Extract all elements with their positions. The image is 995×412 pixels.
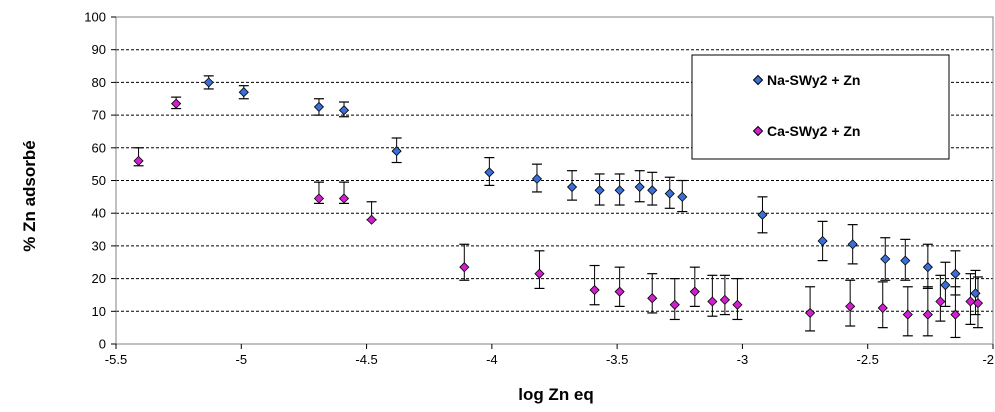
x-tick-label: -5 (236, 352, 248, 367)
legend-marker-ca (752, 125, 764, 137)
y-tick-label: 0 (99, 337, 106, 352)
data-point-ca (877, 302, 888, 314)
data-point-na (950, 268, 961, 279)
y-axis-title: % Zn adsorbé (20, 140, 39, 251)
data-point-ca (366, 214, 377, 225)
legend-label-na: Na-SWy2 + Zn (767, 72, 861, 88)
legend-label-ca: Ca-SWy2 + Zn (767, 123, 861, 139)
data-point-na (664, 188, 675, 199)
y-tick-label: 80 (92, 75, 106, 90)
data-point-ca (313, 193, 325, 204)
x-tick-label: -2.5 (857, 352, 879, 367)
data-point-ca (935, 296, 946, 307)
data-point-na (203, 77, 214, 88)
x-tick-label: -4 (486, 352, 498, 367)
data-point-ca (669, 299, 680, 310)
data-point-na (970, 288, 981, 299)
data-point-ca (805, 307, 816, 319)
data-point-na (647, 185, 658, 196)
data-point-ca (589, 284, 600, 296)
data-markers (133, 77, 984, 320)
x-tick-label: -2 (982, 352, 994, 367)
data-point-ca (707, 296, 718, 307)
data-point-na (900, 255, 911, 266)
y-tick-label: 50 (92, 173, 106, 188)
data-point-ca (732, 299, 743, 310)
x-tick-label: -4.5 (355, 352, 377, 367)
y-tick-label: 10 (92, 304, 106, 319)
data-point-na (614, 185, 625, 196)
y-tick-label: 70 (92, 108, 106, 123)
data-point-na (313, 101, 325, 112)
data-point-ca (719, 294, 730, 305)
x-tick-label: -3.5 (606, 352, 628, 367)
data-point-ca (922, 309, 933, 320)
legend-box (691, 54, 950, 160)
data-point-na (922, 262, 933, 273)
data-point-na (238, 87, 249, 98)
data-point-ca (614, 286, 625, 297)
data-point-ca (950, 309, 961, 320)
data-point-ca (965, 296, 976, 307)
legend-marker-na (752, 74, 764, 86)
legend: Na-SWy2 + Zn Ca-SWy2 + Zn (691, 54, 950, 160)
data-point-na (338, 105, 350, 116)
x-axis-title: log Zn eq (518, 385, 594, 404)
data-point-na (594, 185, 605, 196)
y-tick-label: 30 (92, 238, 106, 253)
y-tick-label: 100 (84, 10, 106, 25)
x-tick-label: -5.5 (105, 352, 127, 367)
data-point-na (940, 280, 951, 291)
data-point-ca (845, 301, 856, 312)
y-tick-label: 60 (92, 140, 106, 155)
data-point-na (677, 191, 688, 202)
data-point-na (757, 209, 768, 220)
y-axis: 0 10 20 30 40 50 60 70 80 90 100 (84, 10, 116, 352)
data-point-ca (972, 298, 984, 309)
data-point-na (391, 146, 402, 157)
data-point-na (634, 181, 645, 193)
y-tick-label: 90 (92, 42, 106, 57)
data-point-ca (534, 268, 545, 279)
x-tick-label: -3 (737, 352, 749, 367)
data-point-ca (902, 309, 913, 320)
data-point-na (880, 253, 891, 265)
data-point-ca (171, 98, 182, 109)
y-tick-label: 40 (92, 206, 106, 221)
y-tick-label: 20 (92, 271, 106, 286)
data-point-ca (647, 293, 658, 304)
data-point-na (847, 239, 858, 250)
data-point-ca (459, 262, 470, 273)
data-point-na (484, 167, 495, 178)
data-point-na (566, 181, 578, 193)
data-point-ca (689, 286, 700, 297)
data-point-ca (133, 155, 144, 166)
data-point-na (531, 173, 543, 184)
x-axis: -5.5 -5 -4.5 -4 -3.5 -3 -2.5 -2 (105, 344, 994, 367)
data-point-na (817, 235, 828, 247)
data-point-ca (338, 193, 350, 204)
